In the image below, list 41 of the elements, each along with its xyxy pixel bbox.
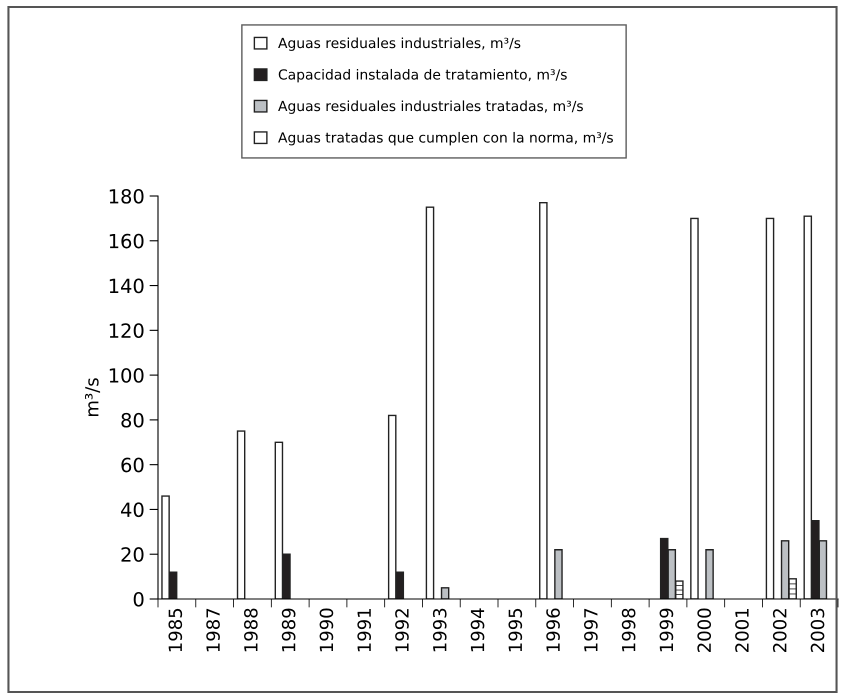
x-tick-label: 2002 — [772, 609, 787, 652]
bar — [440, 587, 450, 599]
y-tick-label: 60 — [121, 458, 144, 472]
x-tick-label: 1990 — [320, 608, 334, 652]
bar — [766, 218, 774, 599]
x-tick-label: 1985 — [168, 608, 182, 652]
x-tick-label: 1996 — [546, 608, 560, 652]
x-tick-label: 1991 — [357, 609, 372, 652]
bar — [554, 549, 563, 599]
y-tick-label: 80 — [121, 412, 144, 428]
x-tick-label: 1989 — [282, 608, 296, 652]
x-tick-label: 1998 — [622, 608, 636, 652]
y-tick-label: 40 — [121, 502, 144, 518]
x-tick-label: 1997 — [584, 608, 598, 652]
y-tick-label: 0 — [134, 592, 144, 607]
legend-label: Capacidad instalada de tratamiento, m³/s — [278, 68, 567, 82]
x-tick-label: 1995 — [508, 608, 522, 652]
y-axis-title: m³/s — [84, 378, 100, 416]
x-tick-label: 1988 — [244, 608, 258, 652]
legend-label: Aguas residuales industriales tratadas, m³/s — [278, 100, 583, 114]
y-tick-label: 20 — [121, 547, 144, 562]
x-tick-label: 1992 — [395, 609, 409, 652]
bar — [705, 549, 714, 599]
x-tick-label: 2003 — [810, 608, 824, 652]
x-tick-label: 2000 — [697, 608, 712, 652]
legend-label: Aguas residuales industriales, m³/s — [278, 37, 520, 51]
x-tick-label: 1994 — [470, 608, 484, 652]
y-tick-label: 180 — [110, 188, 144, 204]
bar — [690, 218, 699, 599]
x-tick-label: 1993 — [432, 608, 447, 652]
bar — [539, 202, 548, 599]
y-tick-label: 160 — [110, 234, 144, 248]
y-tick-label: 120 — [110, 323, 144, 338]
legend-label: Aguas tratadas que cumplen con la norma, m³/s — [278, 132, 613, 146]
bar — [236, 430, 246, 599]
x-tick-label: 1999 — [660, 608, 674, 652]
x-tick-label: 2001 — [735, 609, 749, 652]
x-tick-label: 1987 — [206, 608, 220, 652]
y-tick-label: 100 — [110, 368, 144, 383]
y-tick-label: 140 — [110, 278, 144, 294]
bar — [426, 206, 434, 599]
